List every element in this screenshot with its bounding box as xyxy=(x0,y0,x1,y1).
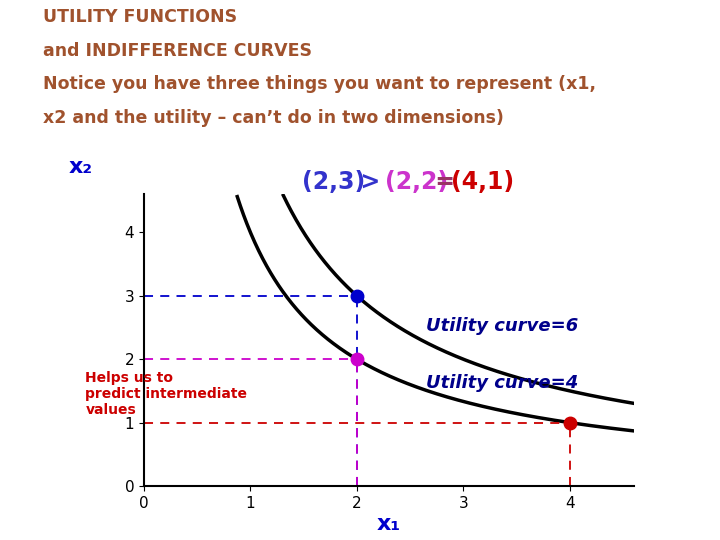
Text: Helps us to
predict intermediate
values: Helps us to predict intermediate values xyxy=(86,371,248,417)
X-axis label: x₁: x₁ xyxy=(377,514,401,534)
Text: x₂: x₂ xyxy=(68,157,92,177)
Text: x2 and the utility – can’t do in two dimensions): x2 and the utility – can’t do in two dim… xyxy=(43,109,504,126)
Text: (4,1): (4,1) xyxy=(451,170,515,194)
Text: (2,2): (2,2) xyxy=(385,170,449,194)
Text: >: > xyxy=(344,170,397,194)
Text: UTILITY FUNCTIONS: UTILITY FUNCTIONS xyxy=(43,8,238,26)
Text: and INDIFFERENCE CURVES: and INDIFFERENCE CURVES xyxy=(43,42,312,59)
Text: =: = xyxy=(426,170,463,194)
Text: Utility curve=6: Utility curve=6 xyxy=(426,316,578,335)
Text: Utility curve=4: Utility curve=4 xyxy=(426,374,578,391)
Text: Notice you have three things you want to represent (x1,: Notice you have three things you want to… xyxy=(43,75,596,93)
Text: (2,3): (2,3) xyxy=(302,170,366,194)
